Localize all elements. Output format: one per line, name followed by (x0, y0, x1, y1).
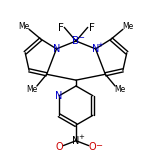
Text: +: + (97, 42, 103, 48)
Text: Me: Me (19, 22, 30, 31)
Text: +: + (78, 134, 84, 140)
Text: −: − (77, 34, 84, 43)
Text: B: B (73, 36, 79, 46)
Text: O: O (89, 142, 96, 152)
Text: F: F (89, 23, 95, 33)
Text: −: − (95, 141, 102, 150)
Text: Me: Me (114, 85, 126, 94)
Text: Me: Me (122, 22, 133, 31)
Text: Me: Me (26, 85, 38, 94)
Text: N: N (55, 91, 63, 101)
Text: N: N (72, 136, 80, 146)
Text: O: O (56, 142, 63, 152)
Text: N: N (92, 44, 99, 54)
Text: F: F (58, 23, 64, 33)
Text: N: N (53, 44, 60, 54)
